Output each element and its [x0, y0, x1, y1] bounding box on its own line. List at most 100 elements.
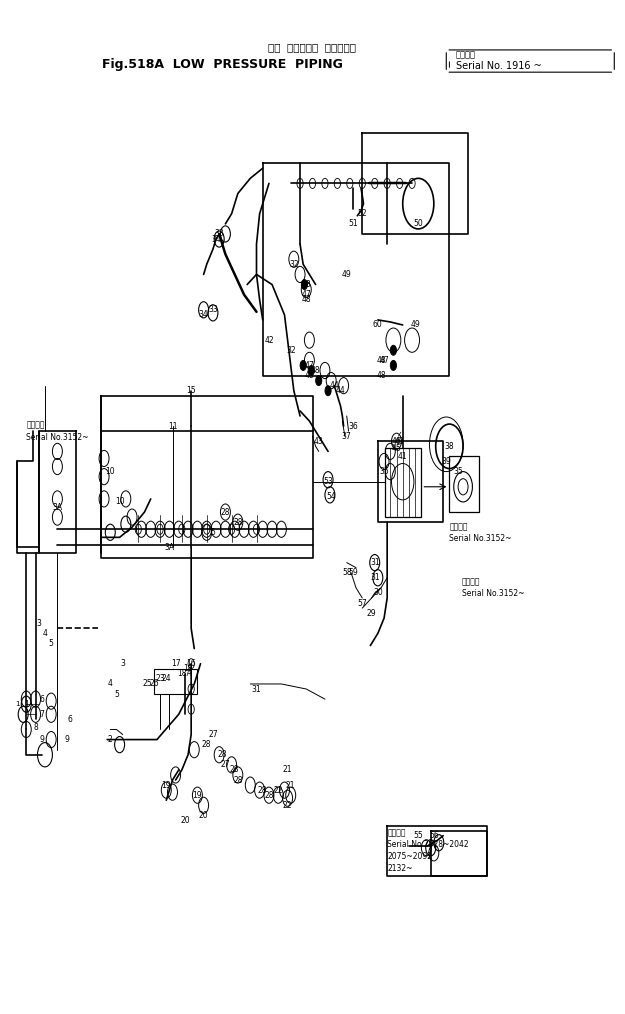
Text: 28: 28: [233, 776, 242, 785]
Text: 28: 28: [258, 786, 268, 795]
Text: 48: 48: [376, 356, 386, 365]
Bar: [449, 456, 479, 512]
Text: 24: 24: [161, 674, 171, 683]
Text: 32: 32: [286, 346, 296, 355]
Text: 21: 21: [286, 781, 296, 790]
Text: 28: 28: [217, 750, 227, 759]
Text: 48: 48: [304, 371, 314, 380]
Text: 4: 4: [42, 629, 47, 638]
Text: 適用号機
Serial No.2028~2042
2075~2092
2132~: 適用号機 Serial No.2028~2042 2075~2092 2132~: [387, 828, 469, 873]
Text: 44: 44: [336, 386, 346, 395]
Text: 38: 38: [444, 442, 454, 451]
Text: 59: 59: [348, 568, 358, 577]
Text: 36: 36: [348, 422, 358, 431]
Text: 51: 51: [348, 219, 358, 228]
Text: 45: 45: [392, 444, 401, 453]
Text: 適用号機
Serial No.3152~: 適用号機 Serial No.3152~: [449, 522, 512, 542]
Circle shape: [390, 360, 396, 370]
Text: 34: 34: [211, 234, 221, 243]
Text: 34: 34: [199, 310, 209, 319]
Text: 48: 48: [376, 371, 386, 380]
Bar: [154, 669, 198, 694]
Text: 43: 43: [314, 437, 324, 446]
Text: 5: 5: [49, 639, 54, 648]
Text: 32: 32: [289, 260, 299, 269]
Text: 10: 10: [106, 467, 115, 477]
Text: 47: 47: [301, 290, 311, 299]
Text: 適用号機: 適用号機: [456, 50, 476, 59]
Text: 5: 5: [211, 527, 216, 536]
Text: 3: 3: [120, 659, 125, 668]
Text: 49: 49: [410, 320, 420, 330]
Text: 適用号機
Serial No.3152~: 適用号機 Serial No.3152~: [462, 578, 524, 598]
Text: 27: 27: [208, 730, 217, 739]
Text: 3A: 3A: [52, 503, 62, 511]
Text: 55: 55: [413, 831, 423, 841]
Circle shape: [316, 375, 322, 385]
Text: 28: 28: [233, 518, 242, 526]
Text: 31: 31: [370, 558, 379, 567]
Text: 56: 56: [429, 831, 439, 841]
Text: 17: 17: [171, 659, 181, 668]
Text: 19: 19: [192, 791, 202, 800]
Text: 9: 9: [64, 735, 69, 744]
Text: 11: 11: [168, 422, 177, 431]
Text: 適用号機
Serial No.3152~: 適用号機 Serial No.3152~: [26, 421, 89, 441]
Text: 19: 19: [161, 781, 171, 790]
Text: 35: 35: [454, 467, 464, 477]
Text: 57: 57: [357, 598, 367, 607]
Text: 35: 35: [379, 467, 389, 477]
Text: 48: 48: [311, 366, 321, 375]
Circle shape: [301, 280, 308, 290]
Text: 7: 7: [39, 710, 44, 719]
Text: 31: 31: [370, 573, 379, 582]
Text: 26: 26: [149, 679, 159, 689]
Text: 39: 39: [441, 457, 451, 466]
Text: 52: 52: [357, 209, 367, 218]
Text: 47: 47: [379, 356, 389, 365]
Text: 53: 53: [323, 478, 333, 487]
Text: 49: 49: [342, 270, 352, 279]
Text: 28: 28: [230, 766, 239, 775]
Text: 8: 8: [33, 723, 38, 732]
Text: 9: 9: [39, 735, 44, 744]
Text: 18: 18: [183, 664, 192, 673]
Text: 22: 22: [283, 801, 292, 810]
Text: 18A: 18A: [177, 669, 192, 678]
Text: 3: 3: [36, 619, 41, 628]
Text: 37: 37: [342, 432, 352, 441]
Text: 60: 60: [373, 320, 382, 330]
Circle shape: [300, 360, 306, 370]
Circle shape: [325, 385, 331, 395]
Text: 47: 47: [304, 361, 314, 370]
Text: 46: 46: [392, 437, 401, 446]
Text: 25: 25: [142, 679, 152, 689]
Text: 27: 27: [221, 760, 230, 770]
Text: 58: 58: [342, 568, 351, 577]
Text: 2: 2: [108, 735, 112, 744]
Text: 1: 1: [16, 702, 20, 707]
Text: 22: 22: [274, 786, 283, 795]
Text: 6: 6: [68, 715, 72, 724]
Circle shape: [390, 345, 396, 355]
Bar: [385, 448, 421, 517]
Text: 28: 28: [202, 740, 211, 749]
Text: 10: 10: [115, 498, 124, 506]
Text: 29: 29: [367, 608, 376, 618]
Text: 50: 50: [413, 219, 423, 228]
Text: 4: 4: [108, 679, 112, 689]
Text: Fig.518A  LOW  PRESSURE  PIPING: Fig.518A LOW PRESSURE PIPING: [102, 58, 342, 71]
Text: 21: 21: [283, 766, 292, 775]
Text: 20: 20: [180, 816, 190, 825]
Text: 23: 23: [155, 674, 165, 683]
Text: 48: 48: [301, 280, 311, 289]
Text: 33: 33: [214, 229, 224, 238]
Text: 16: 16: [186, 659, 196, 668]
Text: 40: 40: [395, 437, 404, 446]
Text: 6: 6: [39, 695, 44, 704]
Text: 5: 5: [114, 690, 119, 699]
Text: 30: 30: [373, 588, 382, 597]
Text: 1: 1: [24, 700, 29, 709]
Text: 48: 48: [301, 295, 311, 304]
Text: 33: 33: [208, 305, 218, 314]
